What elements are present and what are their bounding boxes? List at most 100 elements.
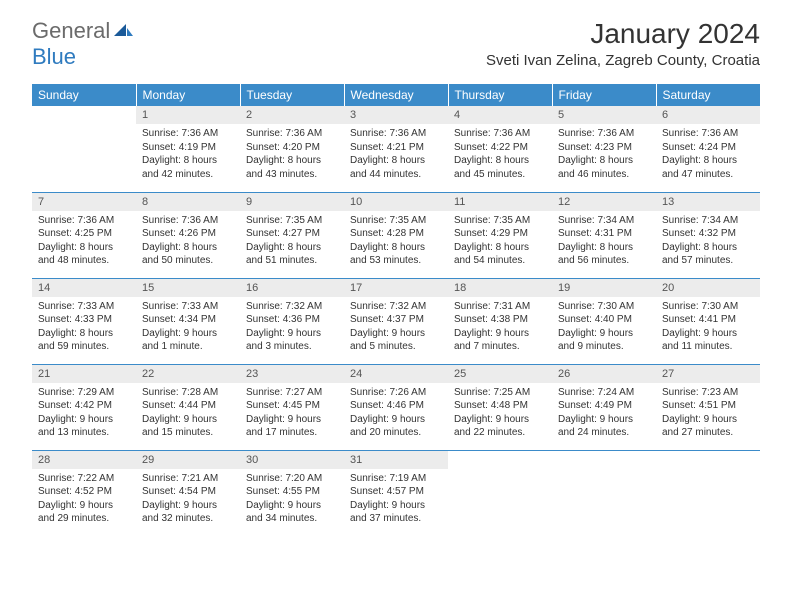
daylight-text-2: and 13 minutes. [38,426,130,440]
sunrise-text: Sunrise: 7:29 AM [38,386,130,400]
logo-sail-icon [112,18,134,44]
daylight-text-1: Daylight: 8 hours [350,241,442,255]
sunrise-text: Sunrise: 7:28 AM [142,386,234,400]
sunrise-text: Sunrise: 7:26 AM [350,386,442,400]
day-content: Sunrise: 7:28 AMSunset: 4:44 PMDaylight:… [136,383,240,443]
day-number: 19 [552,279,656,297]
sunset-text: Sunset: 4:32 PM [662,227,754,241]
day-number: 18 [448,279,552,297]
sunrise-text: Sunrise: 7:21 AM [142,472,234,486]
day-number: 4 [448,106,552,124]
sunrise-text: Sunrise: 7:36 AM [246,127,338,141]
daylight-text-2: and 45 minutes. [454,168,546,182]
daylight-text-2: and 53 minutes. [350,254,442,268]
calendar-day-cell: 9Sunrise: 7:35 AMSunset: 4:27 PMDaylight… [240,192,344,278]
daylight-text-1: Daylight: 9 hours [454,327,546,341]
sunset-text: Sunset: 4:22 PM [454,141,546,155]
day-content: Sunrise: 7:34 AMSunset: 4:31 PMDaylight:… [552,211,656,271]
calendar-day-cell [552,450,656,536]
daylight-text-1: Daylight: 9 hours [350,499,442,513]
sunset-text: Sunset: 4:23 PM [558,141,650,155]
calendar-day-cell: 19Sunrise: 7:30 AMSunset: 4:40 PMDayligh… [552,278,656,364]
sunset-text: Sunset: 4:36 PM [246,313,338,327]
day-number: 6 [656,106,760,124]
day-content: Sunrise: 7:36 AMSunset: 4:22 PMDaylight:… [448,124,552,184]
sunset-text: Sunset: 4:44 PM [142,399,234,413]
sunrise-text: Sunrise: 7:36 AM [558,127,650,141]
day-number: 9 [240,193,344,211]
daylight-text-1: Daylight: 8 hours [454,154,546,168]
weekday-header: Friday [552,84,656,106]
sunset-text: Sunset: 4:57 PM [350,485,442,499]
daylight-text-1: Daylight: 9 hours [350,413,442,427]
day-number: 24 [344,365,448,383]
sunset-text: Sunset: 4:49 PM [558,399,650,413]
calendar-day-cell: 3Sunrise: 7:36 AMSunset: 4:21 PMDaylight… [344,106,448,192]
logo: General Blue [32,18,134,70]
sunrise-text: Sunrise: 7:34 AM [558,214,650,228]
day-content: Sunrise: 7:36 AMSunset: 4:19 PMDaylight:… [136,124,240,184]
sunrise-text: Sunrise: 7:35 AM [350,214,442,228]
day-content: Sunrise: 7:26 AMSunset: 4:46 PMDaylight:… [344,383,448,443]
day-content: Sunrise: 7:24 AMSunset: 4:49 PMDaylight:… [552,383,656,443]
daylight-text-2: and 50 minutes. [142,254,234,268]
sunset-text: Sunset: 4:46 PM [350,399,442,413]
calendar-day-cell: 30Sunrise: 7:20 AMSunset: 4:55 PMDayligh… [240,450,344,536]
day-content: Sunrise: 7:34 AMSunset: 4:32 PMDaylight:… [656,211,760,271]
calendar-day-cell: 4Sunrise: 7:36 AMSunset: 4:22 PMDaylight… [448,106,552,192]
daylight-text-1: Daylight: 9 hours [246,327,338,341]
calendar-day-cell: 18Sunrise: 7:31 AMSunset: 4:38 PMDayligh… [448,278,552,364]
weekday-header: Saturday [656,84,760,106]
sunset-text: Sunset: 4:34 PM [142,313,234,327]
sunset-text: Sunset: 4:42 PM [38,399,130,413]
calendar-day-cell: 15Sunrise: 7:33 AMSunset: 4:34 PMDayligh… [136,278,240,364]
sunset-text: Sunset: 4:20 PM [246,141,338,155]
weekday-header: Tuesday [240,84,344,106]
sunset-text: Sunset: 4:51 PM [662,399,754,413]
sunrise-text: Sunrise: 7:32 AM [246,300,338,314]
day-content: Sunrise: 7:30 AMSunset: 4:40 PMDaylight:… [552,297,656,357]
day-number: 11 [448,193,552,211]
daylight-text-2: and 9 minutes. [558,340,650,354]
daylight-text-1: Daylight: 8 hours [246,154,338,168]
day-content: Sunrise: 7:22 AMSunset: 4:52 PMDaylight:… [32,469,136,529]
daylight-text-2: and 17 minutes. [246,426,338,440]
daylight-text-1: Daylight: 9 hours [662,413,754,427]
daylight-text-2: and 29 minutes. [38,512,130,526]
day-number: 16 [240,279,344,297]
daylight-text-2: and 42 minutes. [142,168,234,182]
day-number: 29 [136,451,240,469]
sunset-text: Sunset: 4:48 PM [454,399,546,413]
day-number: 8 [136,193,240,211]
day-content: Sunrise: 7:21 AMSunset: 4:54 PMDaylight:… [136,469,240,529]
day-number: 28 [32,451,136,469]
daylight-text-1: Daylight: 9 hours [142,499,234,513]
day-content: Sunrise: 7:25 AMSunset: 4:48 PMDaylight:… [448,383,552,443]
daylight-text-2: and 34 minutes. [246,512,338,526]
sunset-text: Sunset: 4:52 PM [38,485,130,499]
day-number: 13 [656,193,760,211]
daylight-text-2: and 1 minute. [142,340,234,354]
day-content: Sunrise: 7:33 AMSunset: 4:33 PMDaylight:… [32,297,136,357]
calendar-week-row: 14Sunrise: 7:33 AMSunset: 4:33 PMDayligh… [32,278,760,364]
day-content: Sunrise: 7:36 AMSunset: 4:26 PMDaylight:… [136,211,240,271]
sunset-text: Sunset: 4:38 PM [454,313,546,327]
weekday-header: Sunday [32,84,136,106]
daylight-text-1: Daylight: 8 hours [350,154,442,168]
sunrise-text: Sunrise: 7:36 AM [142,214,234,228]
daylight-text-1: Daylight: 8 hours [662,154,754,168]
day-content: Sunrise: 7:31 AMSunset: 4:38 PMDaylight:… [448,297,552,357]
daylight-text-2: and 57 minutes. [662,254,754,268]
daylight-text-2: and 56 minutes. [558,254,650,268]
daylight-text-2: and 46 minutes. [558,168,650,182]
daylight-text-2: and 37 minutes. [350,512,442,526]
daylight-text-1: Daylight: 9 hours [454,413,546,427]
sunrise-text: Sunrise: 7:30 AM [662,300,754,314]
day-number: 10 [344,193,448,211]
calendar-day-cell: 6Sunrise: 7:36 AMSunset: 4:24 PMDaylight… [656,106,760,192]
calendar-week-row: 28Sunrise: 7:22 AMSunset: 4:52 PMDayligh… [32,450,760,536]
daylight-text-1: Daylight: 9 hours [246,499,338,513]
sunset-text: Sunset: 4:54 PM [142,485,234,499]
sunset-text: Sunset: 4:55 PM [246,485,338,499]
sunset-text: Sunset: 4:37 PM [350,313,442,327]
